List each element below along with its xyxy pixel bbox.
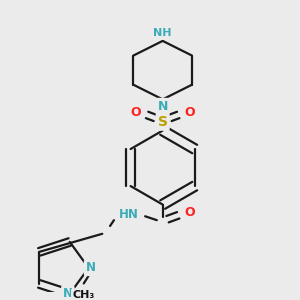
Text: CH₃: CH₃ bbox=[73, 290, 95, 300]
Text: N: N bbox=[85, 261, 96, 274]
Text: N: N bbox=[63, 287, 73, 300]
Text: NH: NH bbox=[153, 28, 172, 38]
Text: O: O bbox=[184, 206, 195, 219]
Text: HN: HN bbox=[118, 208, 139, 221]
Text: N: N bbox=[158, 100, 168, 113]
Text: O: O bbox=[130, 106, 141, 118]
Text: O: O bbox=[184, 106, 195, 118]
Text: S: S bbox=[158, 115, 168, 129]
